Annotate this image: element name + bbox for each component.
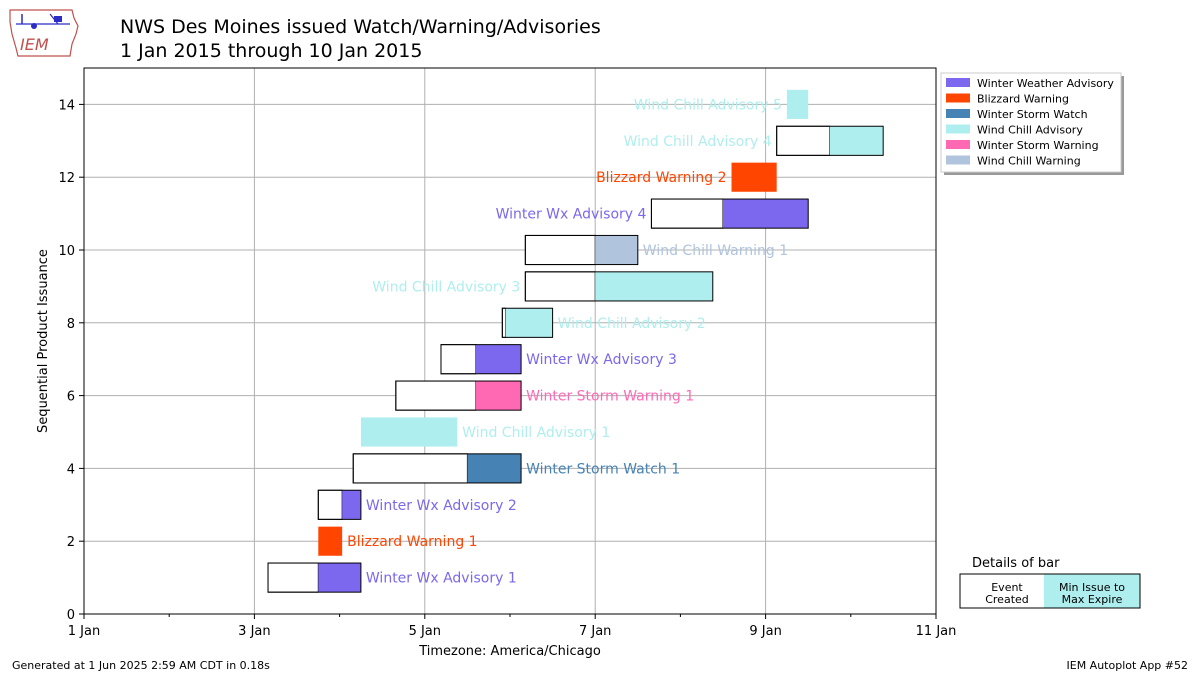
details-right-label: Min Issue to bbox=[1059, 581, 1125, 594]
app-note: IEM Autoplot App #52 bbox=[1066, 659, 1189, 672]
y-tick-label: 6 bbox=[67, 390, 75, 405]
bar-outline bbox=[317, 489, 362, 520]
bar-outline bbox=[524, 234, 639, 266]
event-created-bar bbox=[501, 307, 507, 338]
legend-entry: Winter Storm Warning bbox=[977, 139, 1099, 152]
issue-expire-bar bbox=[475, 344, 522, 374]
x-tick-label: 3 Jan bbox=[238, 624, 270, 639]
event-created-bar bbox=[776, 125, 831, 156]
legend: Winter Weather Advisory Blizzard Warning W… bbox=[940, 72, 1124, 175]
legend-swatch bbox=[946, 124, 970, 134]
bar-label: Wind Chill Advisory 3 bbox=[372, 279, 520, 295]
legend-swatch bbox=[946, 155, 970, 165]
issue-expire-bar bbox=[475, 381, 522, 411]
bar-label: Winter Wx Advisory 2 bbox=[366, 498, 517, 514]
issue-expire-bar bbox=[829, 126, 884, 156]
event-created-bar bbox=[650, 198, 724, 229]
y-tick-label: 2 bbox=[67, 535, 75, 550]
chart-title-line1: NWS Des Moines issued Watch/Warning/Advi… bbox=[120, 16, 601, 38]
legend-swatch bbox=[946, 140, 970, 149]
legend-entry: Winter Storm Watch bbox=[977, 108, 1088, 121]
event-created-bar bbox=[352, 453, 468, 484]
x-tick-label: 9 Jan bbox=[749, 624, 781, 639]
bar-outline bbox=[267, 562, 362, 593]
y-axis-label: Sequential Product Issuance bbox=[36, 249, 51, 433]
iem-logo: IEM bbox=[6, 4, 82, 60]
bar-outline bbox=[440, 344, 522, 375]
x-tick-label: 5 Jan bbox=[409, 624, 441, 639]
issue-expire-bar bbox=[731, 162, 777, 192]
details-right-label: Max Expire bbox=[1062, 593, 1123, 606]
bar-outline bbox=[650, 198, 809, 229]
y-tick-label: 8 bbox=[67, 317, 75, 332]
legend-swatch bbox=[946, 109, 970, 118]
issue-expire-bar bbox=[318, 563, 361, 593]
legend-entry: Blizzard Warning bbox=[977, 93, 1069, 106]
generated-note: Generated at 1 Jun 2025 2:59 AM CDT in 0… bbox=[12, 659, 270, 672]
x-axis-label: Timezone: America/Chicago bbox=[418, 644, 601, 659]
x-tick-label: 11 Jan bbox=[916, 624, 957, 639]
logo-text: IEM bbox=[20, 35, 49, 54]
y-tick-label: 4 bbox=[67, 462, 75, 477]
legend-box bbox=[940, 72, 1122, 173]
legend-entry: Wind Chill Warning bbox=[977, 155, 1081, 168]
event-created-bar bbox=[524, 234, 596, 266]
bar-label: Winter Storm Watch 1 bbox=[526, 461, 680, 477]
issue-expire-bar bbox=[505, 308, 553, 338]
details-left-label: Created bbox=[985, 593, 1029, 606]
y-tick-label: 10 bbox=[58, 244, 75, 259]
bar-label: Winter Wx Advisory 4 bbox=[496, 207, 647, 223]
issue-expire-bar bbox=[318, 526, 343, 556]
issue-expire-bar bbox=[467, 453, 522, 483]
bar-label: Blizzard Warning 2 bbox=[596, 170, 726, 186]
details-outline bbox=[959, 573, 1141, 609]
x-tick-label: 7 Jan bbox=[579, 624, 611, 639]
issue-expire-bar bbox=[786, 89, 809, 119]
issue-expire-bar bbox=[342, 490, 361, 520]
bar-label: Wind Chill Advisory 1 bbox=[462, 425, 610, 441]
bar-label: Wind Chill Advisory 5 bbox=[634, 97, 782, 113]
details-title: Details of bar bbox=[972, 556, 1060, 571]
issue-expire-bar bbox=[360, 417, 458, 447]
bar-outline bbox=[501, 307, 554, 338]
bar-outline bbox=[395, 380, 522, 411]
bar-label: Winter Storm Warning 1 bbox=[526, 389, 694, 405]
event-created-bar bbox=[317, 489, 343, 520]
legend-swatch bbox=[946, 78, 970, 87]
x-tick-label: 1 Jan bbox=[68, 624, 100, 639]
legend-entry: Winter Weather Advisory bbox=[977, 77, 1114, 90]
event-created-bar bbox=[395, 380, 477, 411]
chart-title-line2: 1 Jan 2015 through 10 Jan 2015 bbox=[120, 40, 423, 62]
y-tick-label: 12 bbox=[58, 171, 75, 186]
legend-swatch bbox=[946, 93, 970, 103]
details-issue-expire-swatch bbox=[1044, 574, 1140, 608]
y-tick-label: 14 bbox=[58, 98, 75, 113]
bar-label: Blizzard Warning 1 bbox=[347, 534, 477, 550]
bar-label: Wind Chill Warning 1 bbox=[643, 243, 788, 259]
details-event-created-swatch bbox=[960, 574, 1044, 608]
issue-expire-bar bbox=[595, 235, 638, 265]
bar-outline bbox=[524, 271, 714, 302]
bars: Winter Wx Advisory 1 Blizzard Warning 1 Wi… bbox=[267, 89, 884, 593]
bar-label: Wind Chill Advisory 4 bbox=[624, 134, 772, 150]
details-left-label: Event bbox=[991, 581, 1023, 594]
bar-outline bbox=[352, 453, 522, 484]
axes: 1 Jan 3 Jan 5 Jan 7 Jan 9 Jan 11 Jan 0 2 4 6 8 10 12… bbox=[58, 98, 956, 639]
bar-label: Winter Wx Advisory 3 bbox=[526, 352, 677, 368]
bar-label: Winter Wx Advisory 1 bbox=[366, 571, 517, 587]
bar-label: Wind Chill Advisory 2 bbox=[558, 316, 706, 332]
bar-outline bbox=[776, 125, 884, 156]
event-created-bar bbox=[524, 271, 596, 302]
y-tick-label: 0 bbox=[67, 608, 75, 623]
issue-expire-bar bbox=[723, 199, 809, 229]
issue-expire-bar bbox=[595, 271, 713, 301]
event-created-bar bbox=[267, 562, 319, 593]
legend-entry: Wind Chill Advisory bbox=[977, 124, 1083, 137]
event-created-bar bbox=[440, 344, 477, 375]
